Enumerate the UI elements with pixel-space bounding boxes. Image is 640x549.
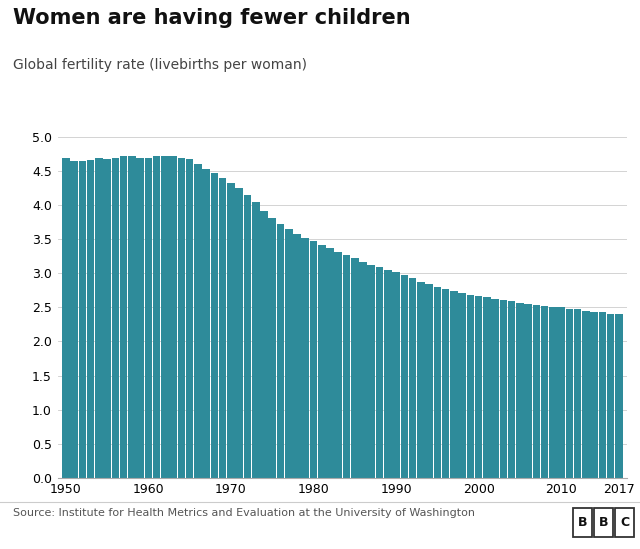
Text: B: B <box>599 516 608 529</box>
Bar <box>384 270 392 478</box>
Bar <box>326 248 334 478</box>
Bar <box>178 158 185 478</box>
Bar <box>343 255 350 478</box>
Bar <box>211 173 218 478</box>
Text: Women are having fewer children: Women are having fewer children <box>13 8 410 28</box>
Bar <box>293 234 301 478</box>
Bar <box>475 296 483 478</box>
Bar <box>170 156 177 478</box>
Bar <box>483 297 491 478</box>
Bar <box>574 310 582 478</box>
Bar <box>607 313 614 478</box>
Bar <box>70 161 78 478</box>
Bar <box>161 155 169 478</box>
Bar <box>260 211 268 478</box>
Bar <box>492 299 499 478</box>
Bar <box>401 274 408 478</box>
Bar <box>392 272 400 478</box>
Bar <box>557 307 565 478</box>
Bar <box>351 259 358 478</box>
Bar <box>566 309 573 478</box>
Bar <box>541 306 548 478</box>
Bar <box>598 312 606 478</box>
Bar <box>500 300 507 478</box>
Bar <box>244 195 252 478</box>
Bar <box>128 156 136 478</box>
Bar <box>153 156 161 478</box>
Bar <box>426 284 433 478</box>
Bar <box>458 293 466 478</box>
Bar <box>95 158 102 478</box>
Bar <box>120 156 127 478</box>
Bar <box>79 161 86 478</box>
Bar <box>62 158 70 478</box>
Bar <box>219 178 227 478</box>
Bar <box>227 183 235 478</box>
Bar <box>532 305 540 478</box>
Bar <box>252 202 259 478</box>
Bar <box>111 158 119 478</box>
Bar <box>136 158 144 478</box>
Bar <box>301 238 309 478</box>
Bar <box>467 294 474 478</box>
Bar <box>516 302 524 478</box>
Bar <box>318 245 326 478</box>
Text: Source: Institute for Health Metrics and Evaluation at the University of Washing: Source: Institute for Health Metrics and… <box>13 508 475 518</box>
Bar <box>590 311 598 478</box>
Bar <box>145 158 152 478</box>
Bar <box>376 267 383 478</box>
Bar <box>186 159 193 478</box>
Text: Global fertility rate (livebirths per woman): Global fertility rate (livebirths per wo… <box>13 58 307 72</box>
Bar <box>202 169 210 478</box>
Bar <box>310 242 317 478</box>
Bar <box>409 278 417 478</box>
Bar <box>508 301 515 478</box>
Bar <box>276 225 284 478</box>
Bar <box>335 251 342 478</box>
Bar <box>433 287 441 478</box>
Bar <box>549 307 557 478</box>
Bar <box>103 159 111 478</box>
Bar <box>194 165 202 478</box>
Text: C: C <box>620 516 629 529</box>
Bar <box>442 289 449 478</box>
Bar <box>359 262 367 478</box>
Bar <box>615 314 623 478</box>
Bar <box>417 282 424 478</box>
Bar <box>450 291 458 478</box>
Bar <box>524 304 532 478</box>
Bar <box>268 217 276 478</box>
Bar <box>87 160 95 478</box>
Bar <box>285 229 292 478</box>
Bar <box>582 311 589 478</box>
Bar <box>236 188 243 478</box>
Bar <box>367 265 375 478</box>
Text: B: B <box>578 516 587 529</box>
